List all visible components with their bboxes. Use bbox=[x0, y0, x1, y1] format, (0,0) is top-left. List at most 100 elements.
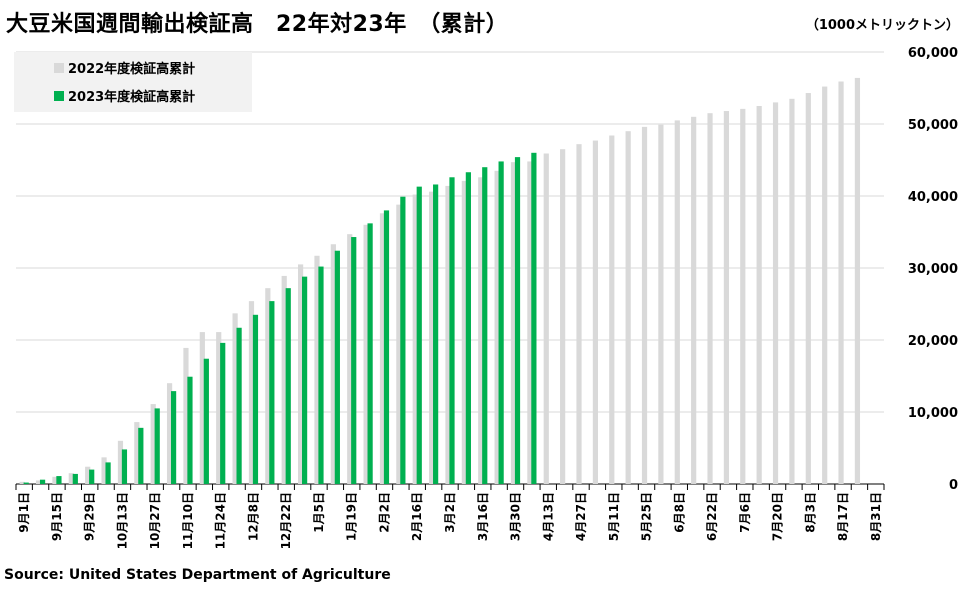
x-tick-label: 3月2日 bbox=[443, 492, 457, 533]
bar-2022 bbox=[478, 177, 484, 484]
bar-2023 bbox=[154, 408, 160, 484]
bar-2022 bbox=[265, 288, 271, 484]
legend-label-2022: 2022年度検証高累計 bbox=[68, 61, 195, 77]
bar-2022 bbox=[183, 347, 189, 484]
bar-2023 bbox=[367, 223, 373, 485]
bar-2023 bbox=[449, 177, 455, 484]
bar-2022 bbox=[772, 102, 779, 485]
x-tick-label: 3月30日 bbox=[509, 492, 523, 541]
bar-2022 bbox=[347, 234, 353, 484]
bar-2023 bbox=[138, 427, 144, 484]
x-tick-label: 9月29日 bbox=[83, 492, 97, 541]
bar-2022 bbox=[134, 422, 140, 484]
y-tick-label: 0 bbox=[949, 478, 958, 493]
chart-title: 大豆米国週間輸出検証高 22年対23年 （累計） bbox=[6, 12, 509, 37]
x-tick-label: 4月27日 bbox=[574, 492, 588, 541]
bar-2022 bbox=[838, 81, 844, 485]
legend-background bbox=[14, 52, 252, 112]
bar-2022 bbox=[117, 440, 124, 484]
source-note: Source: United States Department of Agri… bbox=[4, 567, 391, 583]
x-tick-label: 9月15日 bbox=[50, 492, 64, 541]
bar-2022 bbox=[445, 185, 451, 485]
bar-2023 bbox=[252, 314, 259, 484]
bar-2022 bbox=[494, 170, 500, 485]
bar-2022 bbox=[527, 161, 533, 484]
bar-2022 bbox=[543, 153, 549, 484]
bar-2022 bbox=[461, 180, 467, 484]
bar-2022 bbox=[789, 98, 795, 485]
legend-swatch-2022 bbox=[54, 63, 64, 73]
x-tick-label: 6月22日 bbox=[705, 492, 719, 541]
bar-2023 bbox=[302, 276, 308, 484]
bar-2022 bbox=[412, 194, 418, 484]
bar-2022 bbox=[658, 124, 664, 484]
x-tick-label: 10月27日 bbox=[148, 492, 162, 549]
bar-2023 bbox=[433, 184, 439, 485]
bar-2023 bbox=[187, 376, 193, 484]
bar-2022 bbox=[248, 301, 255, 484]
bar-2022 bbox=[298, 264, 304, 484]
unit-label: （1000メトリックトン） bbox=[805, 18, 959, 33]
bar-2022 bbox=[756, 106, 762, 484]
bar-2022 bbox=[576, 144, 582, 484]
bar-2023 bbox=[383, 210, 390, 484]
y-tick-label: 60,000 bbox=[908, 46, 958, 61]
bar-2023 bbox=[236, 327, 242, 484]
y-tick-label: 50,000 bbox=[908, 118, 958, 133]
x-tick-label: 8月31日 bbox=[869, 492, 883, 541]
bar-2022 bbox=[85, 466, 91, 484]
bar-2023 bbox=[334, 250, 340, 484]
bar-2023 bbox=[89, 469, 95, 484]
bar-2022 bbox=[379, 213, 386, 484]
bar-2022 bbox=[330, 244, 336, 484]
bar-2023 bbox=[121, 449, 128, 484]
bar-2022 bbox=[723, 111, 730, 484]
bar-2022 bbox=[68, 473, 74, 484]
x-tick-label: 12月8日 bbox=[246, 492, 260, 541]
bar-2023 bbox=[318, 266, 324, 484]
x-tick-label: 4月13日 bbox=[541, 492, 555, 541]
bar-2022 bbox=[609, 135, 615, 484]
bar-2022 bbox=[52, 476, 58, 484]
y-tick-label: 30,000 bbox=[908, 262, 958, 277]
x-tick-label: 10月13日 bbox=[115, 492, 129, 549]
bar-2023 bbox=[170, 391, 177, 484]
y-axis-ticks: 0 10,000 20,000 30,000 40,000 50,000 60,000 bbox=[908, 46, 958, 493]
x-tick-label: 11月24日 bbox=[214, 492, 228, 549]
bar-2023 bbox=[531, 152, 537, 485]
bar-2023 bbox=[220, 342, 226, 484]
x-tick-label: 2月2日 bbox=[377, 492, 391, 533]
legend-label-2023: 2023年度検証高累計 bbox=[68, 89, 195, 105]
x-tick-label: 5月11日 bbox=[607, 492, 621, 541]
x-tick-label: 5月25日 bbox=[640, 492, 654, 541]
bar-2022 bbox=[150, 404, 156, 484]
bar-2022 bbox=[166, 383, 173, 484]
legend: 2022年度検証高累計 2023年度検証高累計 bbox=[14, 52, 252, 112]
x-tick-label: 2月16日 bbox=[410, 492, 424, 541]
y-tick-label: 20,000 bbox=[908, 334, 958, 349]
bars bbox=[19, 77, 861, 485]
bar-2022 bbox=[805, 93, 811, 484]
bar-2023 bbox=[400, 196, 406, 484]
bar-2022 bbox=[691, 116, 697, 485]
x-tick-label: 8月17日 bbox=[836, 492, 850, 541]
bar-2022 bbox=[641, 126, 648, 484]
bar-2023 bbox=[498, 161, 504, 484]
bar-2022 bbox=[625, 131, 631, 484]
bar-2022 bbox=[707, 113, 713, 484]
x-tick-label: 6月8日 bbox=[672, 492, 686, 533]
bar-2023 bbox=[23, 482, 29, 484]
y-tick-label: 40,000 bbox=[908, 190, 958, 205]
bar-2023 bbox=[465, 172, 471, 485]
bar-2023 bbox=[269, 301, 275, 484]
x-tick-label: 1月5日 bbox=[312, 492, 326, 533]
bar-2022 bbox=[363, 224, 369, 485]
x-tick-label: 7月6日 bbox=[738, 492, 752, 533]
bar-2022 bbox=[674, 120, 680, 485]
bar-2023 bbox=[351, 237, 357, 484]
x-tick-label: 12月22日 bbox=[279, 492, 293, 549]
bar-2022 bbox=[429, 191, 435, 484]
bar-2022 bbox=[232, 313, 238, 484]
bar-2022 bbox=[822, 86, 828, 484]
